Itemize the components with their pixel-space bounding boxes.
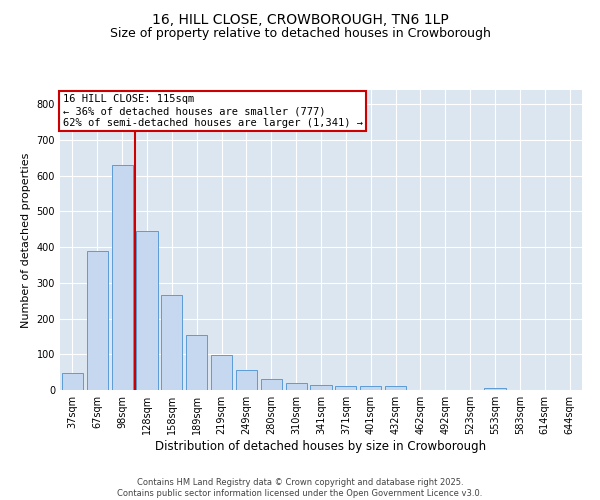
Bar [484, 388, 506, 390]
X-axis label: Distribution of detached houses by size in Crowborough: Distribution of detached houses by size … [155, 440, 487, 453]
Text: 16, HILL CLOSE, CROWBOROUGH, TN6 1LP: 16, HILL CLOSE, CROWBOROUGH, TN6 1LP [152, 12, 448, 26]
Bar [87, 250, 108, 390]
Text: Contains HM Land Registry data © Crown copyright and database right 2025.
Contai: Contains HM Land Registry data © Crown c… [118, 478, 482, 498]
Text: 16 HILL CLOSE: 115sqm
← 36% of detached houses are smaller (777)
62% of semi-det: 16 HILL CLOSE: 115sqm ← 36% of detached … [62, 94, 362, 128]
Bar [186, 334, 207, 390]
Bar [211, 356, 232, 390]
Bar [62, 373, 83, 390]
Bar [236, 370, 257, 390]
Bar [360, 386, 381, 390]
Bar [310, 384, 332, 390]
Y-axis label: Number of detached properties: Number of detached properties [21, 152, 31, 328]
Bar [161, 296, 182, 390]
Bar [261, 380, 282, 390]
Bar [136, 231, 158, 390]
Bar [286, 383, 307, 390]
Bar [385, 386, 406, 390]
Text: Size of property relative to detached houses in Crowborough: Size of property relative to detached ho… [110, 28, 490, 40]
Bar [335, 386, 356, 390]
Bar [112, 165, 133, 390]
